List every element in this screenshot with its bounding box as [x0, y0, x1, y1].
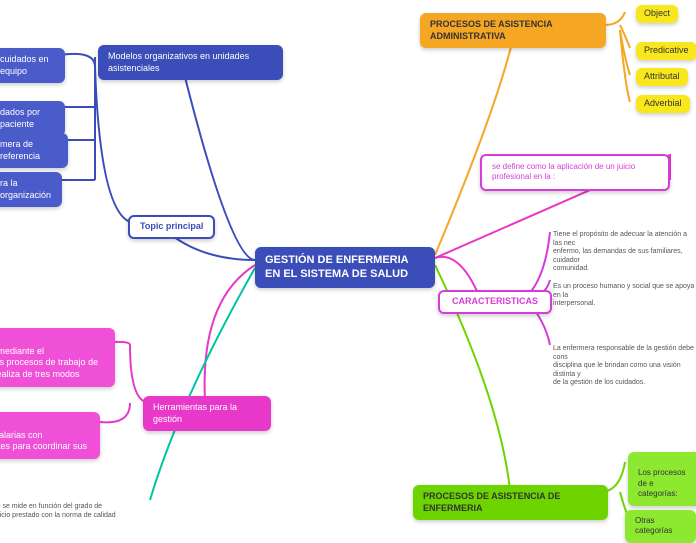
herramientas-child-0: eño mediante el an los procesos de traba… — [0, 328, 115, 387]
caract-text-2: La enfermera responsable de la gestión d… — [553, 337, 696, 387]
modelos-child-1: dados por paciente — [0, 101, 65, 136]
admin-child-3: Adverbial — [636, 95, 690, 113]
definicion-node: se define como la aplicación de un juici… — [480, 154, 670, 191]
procesos-enf-node: PROCESOS DE ASISTENCIA DE ENFERMERIA — [413, 485, 608, 520]
admin-child-0: Object — [636, 5, 678, 23]
servicio-text: icio se mide en función del grado de erv… — [0, 495, 116, 520]
admin-child-2: Attributal — [636, 68, 688, 86]
modelos-node: Modelos organizativos en unidades asiste… — [98, 45, 283, 80]
center-title: GESTIÓN DE ENFERMERIA EN EL SISTEMA DE S… — [265, 254, 408, 280]
modelos-child-0: cuidados en equipo — [0, 48, 65, 83]
caract-text-0: Tiene el propósito de adecuar la atenció… — [553, 223, 696, 273]
center-node: GESTIÓN DE ENFERMERIA EN EL SISTEMA DE S… — [255, 247, 435, 288]
caracteristicas-node: CARACTERISTICAS — [438, 290, 552, 314]
procesos-admin-node: PROCESOS DE ASISTENCIA ADMINISTRATIVA — [420, 13, 606, 48]
modelos-child-2: mera de referencia — [0, 133, 68, 168]
herramientas-child-1: ospitalarias con erentes para coordinar … — [0, 412, 100, 459]
modelos-child-3: ra la organización — [0, 172, 62, 207]
admin-child-1: Predicative — [636, 42, 696, 60]
topic-principal: Topic principal — [128, 215, 215, 239]
herramientas-node: Herramientas para la gestión — [143, 396, 271, 431]
enf-child-1: Otras categorías — [625, 510, 696, 543]
enf-child-0: Los procesos de e categorías: — [628, 452, 696, 506]
caract-text-1: Es un proceso humano y social que se apo… — [553, 275, 696, 309]
